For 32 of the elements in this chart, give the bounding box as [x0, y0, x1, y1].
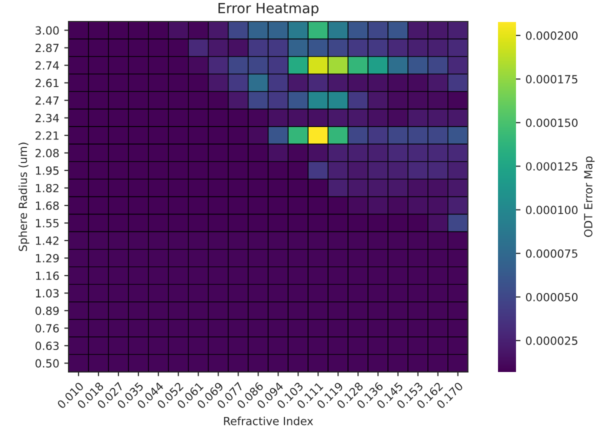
y-tick-label: 1.95: [36, 166, 59, 175]
y-tick-label: 0.89: [36, 306, 59, 315]
y-tick-label: 0.63: [36, 342, 59, 350]
color-bar-label: 0.000200: [526, 31, 578, 40]
y-tick-label: 2.47: [36, 96, 59, 105]
y-tick-label: 2.08: [36, 148, 59, 158]
color-bar-title: ODT Error Map: [584, 156, 595, 237]
color-bar-label: 0.000050: [526, 292, 578, 302]
color-bar-label: 0.000025: [526, 336, 578, 345]
y-tick-label: 2.74: [36, 61, 59, 70]
x-axis-title: Refractive Index: [224, 416, 314, 426]
color-bar-label: 0.000125: [526, 162, 578, 171]
color-bar-label: 0.000175: [526, 75, 578, 84]
chart-title: Error Heatmap: [218, 3, 318, 16]
y-tick-label: 1.29: [36, 254, 59, 262]
y-tick-label: 2.21: [36, 131, 58, 140]
color-bar-label: 0.000100: [526, 206, 578, 214]
y-tick-label: 1.42: [36, 236, 58, 245]
y-tick-label: 1.68: [36, 201, 59, 210]
y-tick-label: 0.76: [36, 324, 59, 333]
y-axis-title: Sphere Radius (um): [18, 142, 30, 251]
y-tick-label: 2.87: [36, 44, 59, 52]
y-tick-label: 0.50: [36, 359, 59, 368]
color-bar-label: 0.000150: [526, 118, 578, 128]
y-tick-label: 2.34: [36, 114, 59, 122]
y-tick-label: 1.82: [36, 184, 58, 192]
y-tick-label: 1.03: [36, 289, 59, 298]
y-tick-label: 1.55: [36, 219, 59, 228]
y-tick-label: 1.16: [36, 272, 59, 280]
y-tick-label: 3.00: [36, 26, 59, 35]
color-bar-label: 0.000075: [526, 249, 578, 258]
y-tick-label: 2.61: [36, 78, 58, 88]
